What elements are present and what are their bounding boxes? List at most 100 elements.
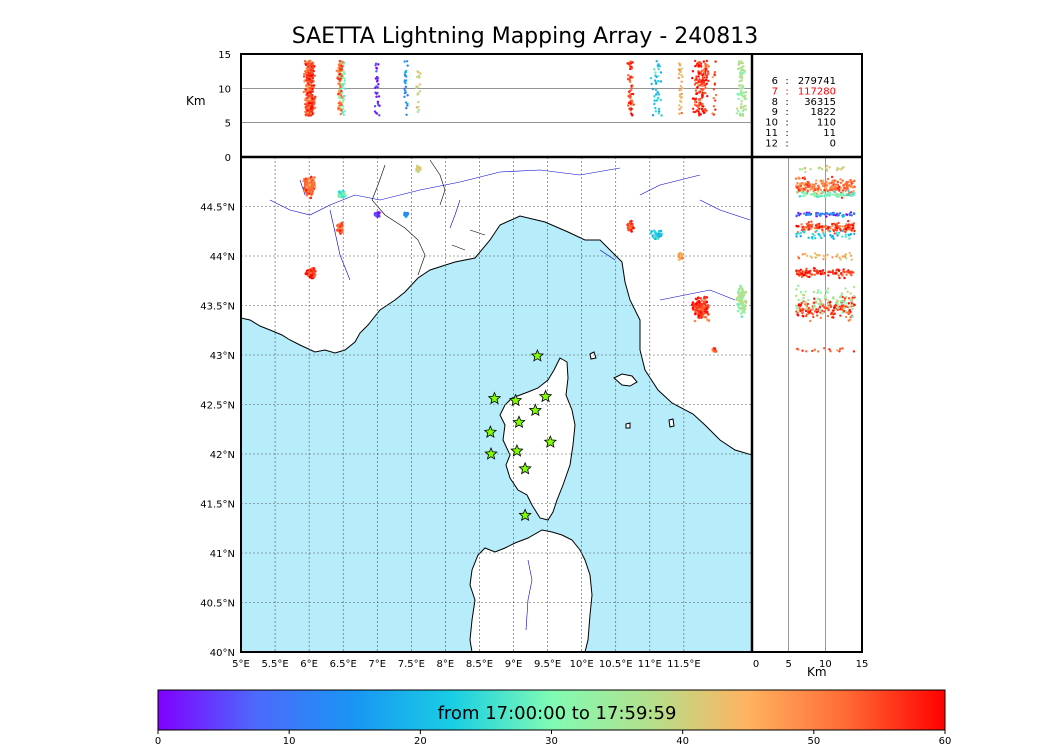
- altitude-lat-point: [802, 315, 805, 318]
- altitude-lat-point: [801, 299, 804, 302]
- altitude-lon-point: [653, 95, 656, 98]
- altitude-lat-point: [825, 212, 829, 215]
- altitude-lon-point: [628, 80, 632, 84]
- altitude-lat-point: [839, 258, 842, 261]
- lightning-point: [702, 304, 706, 308]
- altitude-lon-point: [693, 101, 697, 104]
- altitude-lat-point: [826, 253, 829, 257]
- altitude-lat-point: [827, 308, 830, 312]
- lightning-point: [698, 300, 701, 304]
- altitude-ylabel: Km: [186, 94, 206, 108]
- stats-station-number: 12: [765, 138, 778, 149]
- altitude-lon-point: [702, 105, 705, 108]
- altitude-lat-point: [817, 226, 821, 229]
- altitude-lat-point: [829, 270, 832, 274]
- altitude-lon-point: [691, 107, 695, 110]
- altitude-lat-point: [838, 211, 842, 215]
- altitude-lon-point: [310, 70, 314, 73]
- altitude-lat-point: [811, 313, 815, 316]
- altitude-lon-point: [631, 61, 634, 64]
- altitude-lon-point: [416, 110, 419, 114]
- lightning-point: [699, 297, 703, 300]
- altitude-ytick-label: 5: [225, 119, 231, 130]
- lightning-point: [700, 314, 703, 317]
- altitude-lat-point: [808, 182, 811, 186]
- altitude-lat-point: [830, 184, 834, 187]
- altitude-lat-point: [853, 232, 856, 236]
- altitude-lat-point: [807, 306, 811, 310]
- station-star-icon: [518, 461, 532, 475]
- altitude-lon-point: [697, 75, 700, 78]
- altitude-lat-point: [841, 166, 844, 170]
- altitude-lat-point: [845, 225, 848, 228]
- altitude-lat-point: [816, 314, 819, 317]
- altitude-lon-point: [378, 114, 381, 117]
- altitude-lat-point: [820, 190, 823, 194]
- altitude-lat-point: [851, 226, 855, 230]
- altitude-lon-point: [698, 114, 701, 117]
- altitude-lat-point: [835, 226, 839, 230]
- altitude-lat-point: [795, 225, 799, 228]
- lightning-point: [700, 299, 704, 302]
- stats-separator: :: [785, 128, 788, 139]
- lightning-point: [339, 227, 342, 230]
- lightning-point: [703, 311, 706, 315]
- altitude-lon-point: [697, 80, 700, 84]
- altitude-lon-point: [701, 84, 704, 88]
- lightning-point: [652, 235, 656, 239]
- altitude-lat-point: [821, 312, 824, 315]
- altitude-lon-point: [308, 88, 312, 92]
- altitude-lat-point: [812, 301, 815, 305]
- altitude-lat-point: [844, 315, 848, 319]
- lightning-point: [739, 294, 742, 298]
- altitude-lon-point: [737, 60, 741, 63]
- lightning-point: [313, 176, 316, 179]
- altitude-lon-point: [310, 94, 313, 98]
- colorbar-tick-label: 60: [939, 736, 952, 747]
- altitude-lat-point: [822, 225, 826, 229]
- altitude-lat-point: [844, 233, 847, 236]
- altitude-lon-point: [712, 88, 716, 91]
- altitude-lat-point: [840, 302, 843, 305]
- altitude-lat-point: [842, 184, 845, 187]
- altitude-lon-point: [698, 61, 701, 64]
- lightning-point: [377, 213, 380, 216]
- altitude-lat-point: [802, 274, 806, 277]
- altitude-lat-point: [824, 183, 827, 186]
- altitude-lon-point: [714, 60, 717, 63]
- altitude-lon-point: [630, 113, 634, 116]
- lightning-point: [701, 308, 704, 312]
- altitude-lat-point: [836, 187, 840, 190]
- altitude-lon-point: [701, 110, 705, 113]
- stats-station-number: 6: [772, 76, 778, 87]
- altitude-ytick-label: 15: [218, 50, 231, 61]
- altitude-lon-point: [698, 84, 702, 87]
- altitude-lon-point: [403, 73, 407, 76]
- altitude-lon-point: [740, 84, 744, 87]
- altitude-lon-point: [739, 92, 743, 96]
- altitude-lat-point: [836, 180, 840, 184]
- lightning-point: [312, 275, 316, 279]
- colorbar-ticks: 0 10 20 30 40 50 60: [155, 730, 952, 747]
- altitude-lat-point: [811, 349, 814, 353]
- altitude-lon-point: [305, 79, 308, 82]
- altitude-lat-point: [829, 227, 832, 230]
- altitude-lon-point: [310, 84, 314, 87]
- altitude-lon-point: [627, 104, 630, 107]
- altitude-latitude-panel: [752, 157, 862, 652]
- altitude-lon-point: [403, 91, 407, 95]
- map-ytick-label: 44°N: [210, 252, 235, 263]
- altitude-lat-point: [832, 211, 835, 215]
- altitude-lat-point: [822, 272, 825, 276]
- altitude-lon-point: [714, 93, 718, 97]
- map-panel: [241, 157, 752, 652]
- map-ytick-label: 42.5°N: [200, 401, 235, 412]
- altitude-lat-point: [831, 222, 834, 226]
- altitude-lat-point: [849, 180, 852, 183]
- lightning-point: [691, 301, 695, 304]
- altitude-lon-point: [677, 72, 681, 76]
- axis-ticks: 5°E 5.5°E 6°E 6.5°E 7°E 7.5°E 8°E 8.5°E 9°E 9.5°E…: [200, 50, 868, 670]
- lightning-point: [310, 179, 313, 182]
- lightning-point: [741, 304, 745, 308]
- altitude-lon-point: [405, 60, 409, 63]
